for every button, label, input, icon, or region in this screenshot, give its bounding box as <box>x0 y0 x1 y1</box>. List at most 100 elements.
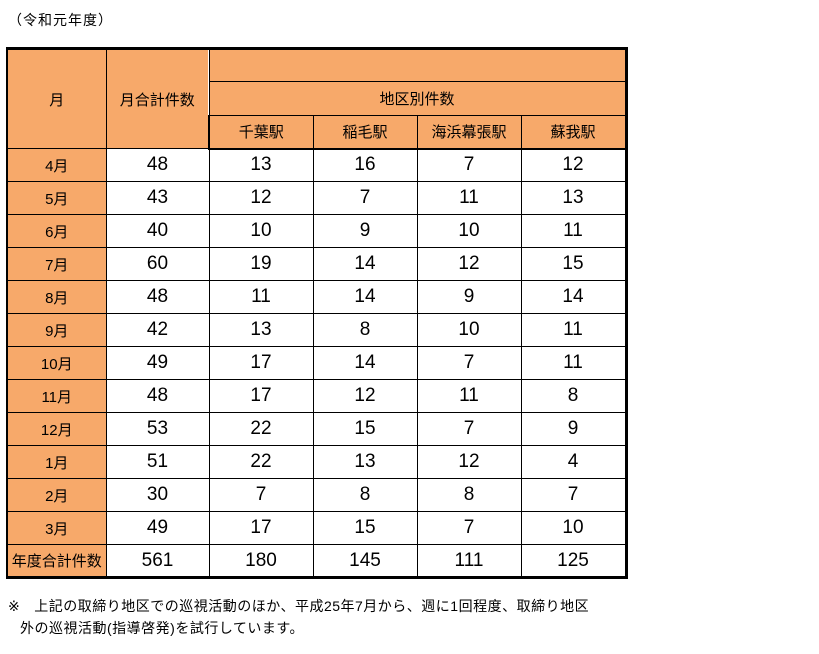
annual-total-row: 年度合計件数 561 180 145 111 125 <box>6 544 627 578</box>
count-cell-chiba: 7 <box>208 478 314 512</box>
month-cell: 2月 <box>6 478 107 512</box>
footnote-line2: 外の巡視活動(指導啓発)を試行しています。 <box>20 620 305 636</box>
monthly-total-cell: 43 <box>105 181 210 215</box>
month-cell: 12月 <box>6 412 107 446</box>
count-cell-chiba: 17 <box>208 346 314 380</box>
count-cell-chiba: 10 <box>208 214 314 248</box>
patrol-activity-table: 月 月合計件数 地区別件数 千葉駅 稲毛駅 海浜幕張駅 蘇我駅 4月 48 13… <box>6 47 628 579</box>
count-cell-kaihinmakuhari: 7 <box>416 412 522 446</box>
count-cell-inage: 7 <box>312 181 418 215</box>
count-cell-inage: 8 <box>312 313 418 347</box>
monthly-total-cell: 49 <box>105 346 210 380</box>
footnote-line1-text: 上記の取締り地区での巡視活動のほか、平成25年7月から、週に1回程度、取締り地区 <box>34 598 590 614</box>
station-header-inage: 稲毛駅 <box>312 115 418 150</box>
count-cell-chiba: 12 <box>208 181 314 215</box>
count-cell-chiba: 17 <box>208 511 314 545</box>
table-row-june: 6月 40 10 9 10 11 <box>6 214 627 248</box>
count-cell-inage: 8 <box>312 478 418 512</box>
count-cell-inage: 16 <box>312 148 418 182</box>
count-cell-soga: 4 <box>520 445 627 479</box>
month-cell: 3月 <box>6 511 107 545</box>
month-cell: 4月 <box>6 148 107 182</box>
count-cell-chiba: 22 <box>208 445 314 479</box>
count-cell-soga: 7 <box>520 478 627 512</box>
table-row-may: 5月 43 12 7 11 13 <box>6 181 627 215</box>
month-cell: 1月 <box>6 445 107 479</box>
footnote-marker: ※ <box>8 598 21 614</box>
count-cell-soga: 11 <box>520 214 627 248</box>
count-cell-soga: 14 <box>520 280 627 314</box>
table-row-february: 2月 30 7 8 8 7 <box>6 478 627 512</box>
count-cell-kaihinmakuhari: 11 <box>416 181 522 215</box>
count-cell-kaihinmakuhari: 8 <box>416 478 522 512</box>
monthly-total-cell: 53 <box>105 412 210 446</box>
table-row-august: 8月 48 11 14 9 14 <box>6 280 627 314</box>
fiscal-year-title: （令和元年度） <box>8 12 113 28</box>
count-cell-chiba: 13 <box>208 148 314 182</box>
table-row-january: 1月 51 22 13 12 4 <box>6 445 627 479</box>
footnote: ※ 上記の取締り地区での巡視活動のほか、平成25年7月から、週に1回程度、取締り地… <box>8 595 819 639</box>
station-header-kaihinmakuhari: 海浜幕張駅 <box>416 115 522 150</box>
district-header-spacer <box>208 48 627 82</box>
month-column-header: 月 <box>6 48 107 149</box>
count-cell-kaihinmakuhari: 10 <box>416 313 522 347</box>
monthly-total-cell: 51 <box>105 445 210 479</box>
count-cell-kaihinmakuhari: 12 <box>416 445 522 479</box>
count-cell-chiba: 13 <box>208 313 314 347</box>
station-header-soga: 蘇我駅 <box>520 115 627 150</box>
monthly-total-cell: 60 <box>105 247 210 281</box>
table-row-december: 12月 53 22 15 7 9 <box>6 412 627 446</box>
count-cell-kaihinmakuhari: 7 <box>416 148 522 182</box>
count-cell-soga: 13 <box>520 181 627 215</box>
table-row-july: 7月 60 19 14 12 15 <box>6 247 627 281</box>
month-cell: 8月 <box>6 280 107 314</box>
table-row-september: 9月 42 13 8 10 11 <box>6 313 627 347</box>
count-cell-inage: 12 <box>312 379 418 413</box>
month-cell: 6月 <box>6 214 107 248</box>
annual-total-kaihinmakuhari: 111 <box>416 544 522 578</box>
station-header-chiba: 千葉駅 <box>208 115 314 150</box>
month-cell: 7月 <box>6 247 107 281</box>
count-cell-kaihinmakuhari: 10 <box>416 214 522 248</box>
annual-total-soga: 125 <box>520 544 627 578</box>
count-cell-chiba: 22 <box>208 412 314 446</box>
monthly-total-cell: 49 <box>105 511 210 545</box>
table-row-october: 10月 49 17 14 7 11 <box>6 346 627 380</box>
table-row-april: 4月 48 13 16 7 12 <box>6 148 627 182</box>
table-row-november: 11月 48 17 12 11 8 <box>6 379 627 413</box>
monthly-total-cell: 42 <box>105 313 210 347</box>
month-cell: 10月 <box>6 346 107 380</box>
count-cell-soga: 9 <box>520 412 627 446</box>
count-cell-soga: 15 <box>520 247 627 281</box>
month-cell: 11月 <box>6 379 107 413</box>
count-cell-soga: 8 <box>520 379 627 413</box>
district-group-header: 地区別件数 <box>208 81 627 116</box>
count-cell-inage: 15 <box>312 511 418 545</box>
monthly-total-cell: 48 <box>105 148 210 182</box>
monthly-total-column-header: 月合計件数 <box>105 48 210 149</box>
count-cell-inage: 14 <box>312 346 418 380</box>
count-cell-kaihinmakuhari: 9 <box>416 280 522 314</box>
count-cell-soga: 11 <box>520 346 627 380</box>
count-cell-kaihinmakuhari: 12 <box>416 247 522 281</box>
count-cell-soga: 11 <box>520 313 627 347</box>
annual-total-chiba: 180 <box>208 544 314 578</box>
monthly-total-cell: 48 <box>105 379 210 413</box>
count-cell-kaihinmakuhari: 11 <box>416 379 522 413</box>
count-cell-kaihinmakuhari: 7 <box>416 511 522 545</box>
count-cell-chiba: 11 <box>208 280 314 314</box>
monthly-total-cell: 40 <box>105 214 210 248</box>
count-cell-kaihinmakuhari: 7 <box>416 346 522 380</box>
count-cell-soga: 10 <box>520 511 627 545</box>
month-cell: 5月 <box>6 181 107 215</box>
count-cell-inage: 14 <box>312 280 418 314</box>
count-cell-chiba: 17 <box>208 379 314 413</box>
monthly-total-cell: 30 <box>105 478 210 512</box>
table-row-march: 3月 49 17 15 7 10 <box>6 511 627 545</box>
count-cell-inage: 15 <box>312 412 418 446</box>
count-cell-chiba: 19 <box>208 247 314 281</box>
annual-total-label: 年度合計件数 <box>6 544 107 578</box>
count-cell-inage: 14 <box>312 247 418 281</box>
monthly-total-cell: 48 <box>105 280 210 314</box>
annual-total-all: 561 <box>105 544 210 578</box>
